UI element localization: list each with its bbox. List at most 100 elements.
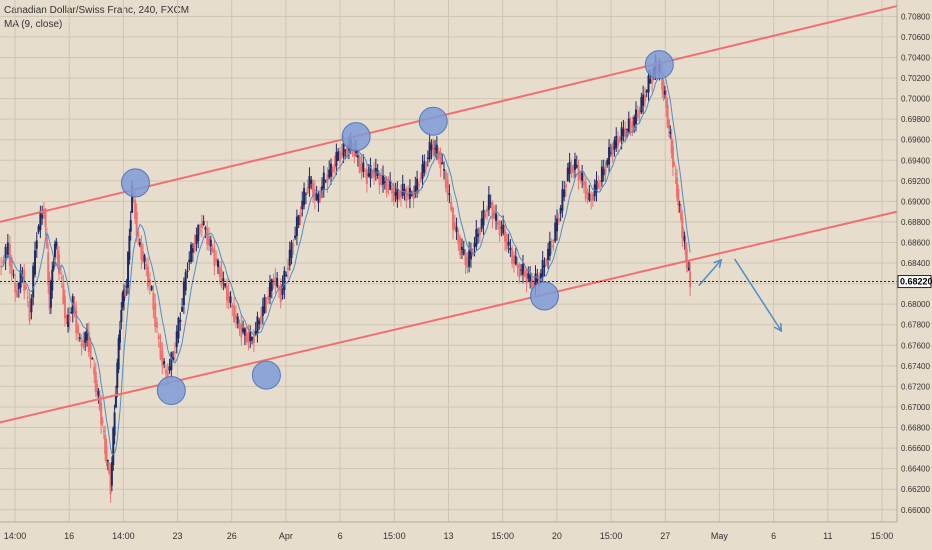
candle-body [324, 179, 327, 181]
candle-body [6, 242, 9, 256]
price-tick-label: 0.69400 [901, 156, 930, 165]
candle-body [229, 296, 232, 303]
candle-body [283, 270, 286, 291]
candle-body [559, 207, 562, 214]
time-tick-label: 15:00 [491, 531, 514, 541]
candle-body [168, 366, 171, 371]
price-tick-label: 0.67400 [901, 362, 930, 371]
candle-body [120, 310, 123, 322]
forecast-arrow-head [713, 258, 723, 268]
candle-body [364, 170, 367, 173]
candle-body [288, 249, 291, 266]
candle-body [471, 248, 474, 256]
candle-body [197, 224, 200, 242]
candle-body [277, 286, 280, 290]
candle-body [434, 148, 437, 150]
candle-body [426, 157, 429, 160]
price-tick-label: 0.66600 [901, 444, 930, 453]
candle-body [222, 278, 225, 282]
candle-body [385, 179, 388, 193]
forecast-arrows [698, 258, 783, 333]
candle-body [57, 253, 60, 274]
candle-body [344, 150, 347, 152]
candle-body [460, 246, 463, 250]
candle-body [538, 275, 541, 287]
candle-body [401, 184, 404, 196]
candle-body [489, 202, 492, 204]
current-price-tag: 0.68220 [897, 275, 932, 289]
price-axis[interactable]: 0.70800 0.70600 0.70400 0.70200 0.70000 0.698… [896, 0, 932, 550]
candle-body [586, 191, 589, 195]
candle-body [473, 243, 476, 248]
candle-body [274, 277, 277, 285]
candle-body [367, 173, 370, 177]
candle-body [47, 252, 50, 286]
candle-body [459, 237, 462, 256]
channel-lower-line[interactable] [0, 210, 898, 424]
candle-body [597, 182, 600, 189]
candle-body [673, 162, 676, 166]
candle-body [421, 164, 424, 179]
candle-body [166, 372, 169, 380]
candle-body [636, 113, 639, 118]
candle-body [65, 314, 68, 319]
time-axis[interactable]: 14:00 16 14:00 23 26 Apr 6 15:00 13 15:00 20 15:00 2… [0, 521, 897, 541]
candle-body [620, 127, 623, 141]
candle-body [561, 189, 564, 211]
candle-body [523, 270, 526, 277]
candle-body [626, 128, 629, 130]
candle-body [677, 188, 680, 206]
candle-body [2, 259, 5, 265]
candle-body [505, 234, 508, 249]
candle-body [425, 161, 428, 168]
price-tick-label: 0.70600 [901, 33, 930, 42]
candle-body [688, 267, 691, 271]
price-tick-label: 0.66000 [901, 506, 930, 515]
candle-body [161, 350, 164, 366]
candle-body [315, 193, 318, 200]
candle-body [116, 362, 119, 388]
candle-body [121, 292, 124, 308]
candle-body [37, 226, 40, 233]
candle-body [193, 243, 196, 251]
candle-body [249, 331, 252, 342]
candle-body [82, 339, 85, 348]
candle-body [487, 194, 490, 210]
candle-body [335, 152, 338, 167]
candle-body [48, 277, 51, 310]
candle-body [432, 140, 435, 156]
candle-body [236, 316, 239, 324]
candle-body [541, 260, 544, 278]
candle-body [464, 252, 467, 266]
candle-body [570, 166, 573, 173]
candle-body [552, 239, 555, 243]
candle-body [457, 233, 460, 244]
candle-body [234, 314, 237, 320]
candle-body [666, 104, 669, 128]
candle-body [486, 208, 489, 213]
candle-body [399, 191, 402, 198]
candle-body [618, 137, 621, 142]
candle-body [152, 292, 155, 310]
time-tick-label: 27 [660, 531, 670, 541]
candle-body [84, 332, 87, 343]
candle-body [478, 228, 481, 235]
candle-body [430, 144, 433, 151]
candle-body [10, 257, 13, 275]
candle-body [566, 167, 569, 181]
candle-body [584, 181, 587, 200]
candle-body [128, 235, 131, 260]
candle-body [55, 241, 58, 247]
candle-body [147, 266, 150, 287]
candle-body [179, 319, 182, 323]
candle-body [543, 265, 546, 268]
candle-body [405, 188, 408, 202]
price-tick-label: 0.66200 [901, 485, 930, 494]
grid-lines [0, 0, 897, 522]
candle-body [173, 351, 176, 354]
candle-body [63, 295, 66, 319]
candle-body [500, 227, 503, 229]
time-tick-label: 6 [338, 531, 343, 541]
candle-body [155, 321, 158, 328]
